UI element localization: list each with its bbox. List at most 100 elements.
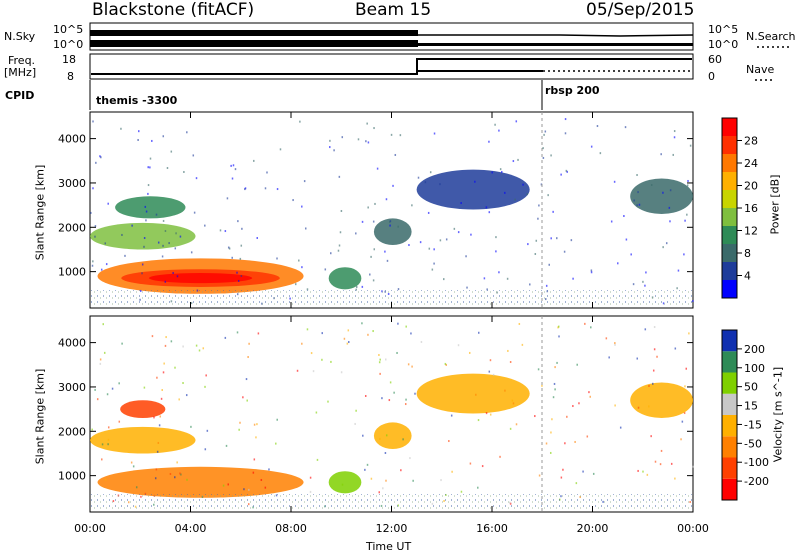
freq-label: Freq. — [8, 54, 36, 67]
echo-speckle — [412, 479, 414, 482]
echo-speckle — [144, 492, 147, 495]
colorbar-tick-label: 100 — [744, 362, 765, 375]
echo-speckle — [379, 437, 381, 440]
echo-speckle — [244, 187, 247, 190]
echo-speckle — [554, 366, 556, 369]
echo-speckle — [257, 332, 260, 335]
echo-speckle — [565, 169, 568, 172]
echo-speckle — [514, 198, 516, 201]
echo-speckle — [145, 219, 147, 222]
echo-speckle — [637, 191, 639, 194]
echo-speckle — [592, 472, 595, 475]
echo-speckle — [118, 420, 121, 423]
echo-speckle — [499, 455, 501, 458]
echo-speckle — [124, 254, 126, 257]
echo-speckle — [372, 279, 375, 282]
echo-speckle — [162, 135, 165, 138]
echo-speckle — [174, 247, 177, 250]
echo-speckle — [341, 483, 344, 486]
echo-speckle — [195, 344, 198, 347]
echo-speckle — [553, 382, 556, 385]
echo-speckle — [276, 257, 278, 260]
colorbar-tick-label: 8 — [744, 247, 751, 260]
echo-speckle — [529, 283, 531, 286]
echo-speckle — [486, 288, 488, 291]
echo-speckle — [268, 468, 270, 471]
echo-speckle — [301, 342, 303, 345]
echo-speckle — [364, 468, 366, 471]
echo-speckle — [264, 486, 267, 489]
echo-speckle — [163, 362, 165, 365]
echo-speckle — [228, 247, 231, 250]
echo-speckle — [248, 342, 250, 345]
colorbar-segment — [722, 330, 737, 352]
echo-speckle — [91, 264, 94, 267]
echo-speckle — [329, 146, 331, 149]
echo-speckle — [91, 428, 93, 431]
echo-speckle — [95, 161, 97, 164]
echo-speckle — [361, 322, 363, 325]
echo-speckle — [686, 184, 689, 187]
echo-speckle — [198, 349, 201, 352]
echo-speckle — [558, 335, 560, 338]
echo-speckle — [405, 325, 407, 328]
echo-speckle — [170, 150, 173, 153]
echo-speckle — [301, 205, 303, 208]
velocity-ylabel: Slant Range [km] — [33, 368, 47, 465]
nave-tick-top: 60 — [708, 53, 722, 66]
echo-speckle — [256, 236, 258, 239]
echo-speckle — [642, 470, 644, 473]
echo-speckle — [483, 277, 486, 280]
echo-speckle — [534, 415, 536, 418]
echo-speckle — [143, 245, 145, 248]
colorbar-segment — [722, 190, 737, 208]
echo-speckle — [299, 120, 301, 123]
echo-speckle — [348, 341, 350, 344]
echo-speckle — [670, 462, 673, 465]
date-title: 05/Sep/2015 — [586, 0, 695, 20]
colorbar-segment — [722, 208, 737, 226]
power-ylabel: Slant Range [km] — [33, 164, 47, 261]
echo-speckle — [236, 271, 238, 274]
colorbar-tick-label: 4 — [744, 270, 751, 283]
echo-speckle — [668, 206, 671, 209]
echo-speckle — [572, 277, 574, 280]
echo-speckle — [101, 458, 103, 461]
echo-speckle — [361, 285, 364, 288]
echo-speckle — [460, 202, 462, 205]
echo-speckle — [397, 288, 400, 291]
beam-title: Beam 15 — [355, 0, 432, 20]
echo-speckle — [304, 227, 307, 230]
power-panel — [89, 111, 694, 309]
y-tick-label: 3000 — [58, 177, 86, 190]
echo-speckle — [389, 224, 391, 227]
echo-speckle — [623, 215, 625, 218]
freq-tick-top: 18 — [62, 53, 76, 66]
echo-speckle — [680, 438, 682, 441]
echo-speckle — [444, 362, 447, 365]
colorbar-tick-label: 12 — [744, 225, 758, 238]
echo-speckle — [372, 330, 374, 333]
echo-speckle — [451, 470, 453, 473]
echo-speckle — [402, 438, 404, 441]
echo-speckle — [445, 238, 448, 241]
echo-speckle — [156, 450, 159, 453]
echo-speckle — [645, 271, 647, 274]
echo-speckle — [550, 431, 552, 434]
echo-speckle — [204, 224, 206, 227]
echo-speckle — [275, 442, 277, 445]
echo-speckle — [240, 274, 243, 277]
echo-speckle — [556, 361, 558, 364]
echo-speckle — [562, 468, 564, 471]
echo-speckle — [509, 361, 512, 364]
echo-speckle — [651, 382, 654, 385]
echo-speckle — [266, 171, 268, 174]
colorbar-segment — [722, 172, 737, 190]
echo-speckle — [279, 148, 282, 151]
echo-speckle — [538, 204, 540, 207]
velocity-cbar-label: Velocity [m s^-1] — [771, 366, 785, 463]
echo-region — [416, 373, 530, 414]
colorbar-segment — [722, 118, 737, 136]
echo-speckle — [224, 230, 227, 233]
echo-speckle — [260, 478, 263, 481]
